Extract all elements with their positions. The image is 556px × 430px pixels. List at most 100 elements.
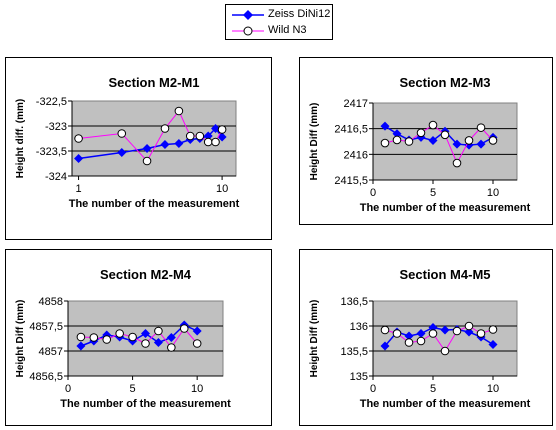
y-tick-label: 2415,5: [334, 175, 368, 187]
chart-title: Section M2-M3: [399, 75, 490, 90]
data-point-wild: [160, 124, 170, 133]
data-point-wild: [416, 336, 426, 346]
data-point-zeiss: [211, 124, 221, 133]
y-tick-label: -324: [45, 171, 67, 183]
data-point-zeiss: [404, 331, 414, 341]
data-point-zeiss: [142, 144, 152, 153]
data-point-wild: [217, 125, 227, 134]
data-point-wild: [115, 329, 124, 338]
data-point-zeiss: [392, 129, 402, 139]
x-tick-label: 0: [65, 383, 71, 395]
data-point-zeiss: [488, 340, 498, 349]
chart-svg-2: Section M2-M3 2415,5 2416 2416,5 2417 0 5 10 The…: [309, 75, 531, 214]
data-point-wild: [179, 324, 189, 333]
data-point-wild: [141, 339, 150, 348]
data-point-zeiss: [160, 140, 170, 149]
data-point-zeiss: [380, 121, 390, 131]
data-point-wild: [89, 333, 99, 342]
y-tick-label: 2416,5: [334, 124, 368, 136]
y-tick-label: 2416: [344, 149, 368, 161]
chart-svg-1: Section M2-M1 -324 -323,5 -323 -322,5 1 10 The …: [15, 75, 240, 210]
data-point-zeiss: [192, 326, 202, 336]
x-tick-label: 5: [430, 383, 436, 395]
x-tick-label: 0: [370, 187, 376, 199]
data-point-wild: [185, 131, 195, 141]
data-point-wild: [117, 129, 127, 138]
x-tick-label: 0: [370, 383, 376, 395]
data-point-wild: [404, 338, 414, 347]
data-point-zeiss: [153, 338, 163, 347]
data-point-wild: [464, 321, 474, 331]
data-point-wild: [154, 326, 163, 336]
data-point-wild: [195, 131, 205, 141]
data-point-wild: [192, 339, 202, 348]
y-tick-label: -323: [45, 121, 67, 133]
series-line-wild: [80, 327, 198, 349]
chart-title: Section M2-M1: [108, 75, 199, 90]
y-tick-label: 4857: [39, 346, 63, 358]
data-point-wild: [128, 332, 137, 342]
y-tick-label: 136,5: [340, 296, 368, 308]
chart-svg-4: Section M4-M5 135 135,5 136 136,5 0 5 10 The num…: [309, 267, 531, 410]
x-tick-label: 10: [216, 183, 228, 195]
data-point-zeiss: [380, 341, 390, 351]
plot-area: [372, 300, 518, 377]
series-line-zeiss: [384, 125, 494, 146]
chart-panel-2: Section M2-M3 2415,5 2416 2416,5 2417 0 5 10 The…: [299, 57, 553, 225]
y-tick-label: -322,5: [36, 96, 67, 108]
data-point-wild: [452, 158, 462, 168]
data-point-wild: [440, 130, 450, 140]
chart-panel-3: Section M2-M4 4856,5 4857 4857,5 4858 0 5 10 The…: [5, 249, 272, 426]
data-point-wild: [203, 137, 213, 147]
y-tick-label: 135,5: [340, 346, 368, 358]
data-point-wild: [142, 156, 152, 166]
data-point-zeiss: [452, 139, 462, 149]
data-point-zeiss: [464, 327, 474, 337]
plot-area: [71, 100, 237, 177]
data-point-wild: [428, 120, 438, 130]
y-tick-label: 4856,5: [29, 371, 63, 383]
data-point-wild: [476, 329, 486, 338]
x-tick-label: 5: [130, 383, 136, 395]
data-point-zeiss: [476, 139, 486, 149]
x-axis-label: The number of the measurement: [360, 398, 531, 410]
x-axis-label: The number of the measurement: [60, 398, 231, 410]
y-axis-label: Height Diff (mm): [309, 300, 320, 378]
data-point-wild: [380, 325, 390, 335]
data-point-wild: [440, 346, 450, 356]
data-point-zeiss: [141, 329, 150, 338]
x-axis-label: The number of the measurement: [360, 202, 531, 214]
data-point-wild: [174, 106, 184, 116]
data-point-wild: [392, 329, 402, 338]
chart-title: Section M2-M4: [100, 267, 192, 282]
data-point-wild: [167, 343, 176, 352]
x-tick-label: 10: [191, 383, 203, 395]
y-axis-label: Height Diff (mm): [15, 300, 26, 378]
y-axis-label: Height Diff (mm): [309, 103, 320, 181]
data-point-zeiss: [203, 131, 213, 141]
legend-entry-wild: Wild N3: [230, 24, 330, 38]
chart-panel-1: Section M2-M1 -324 -323,5 -323 -322,5 1 10 The …: [5, 57, 272, 240]
data-point-zeiss: [166, 333, 176, 342]
legend-entry-zeiss: Zeiss DiNi12: [230, 8, 330, 22]
data-point-wild: [76, 332, 86, 342]
data-point-wild: [488, 325, 498, 334]
legend-label-zeiss: Zeiss DiNi12: [268, 8, 331, 20]
y-tick-label: 136: [350, 321, 368, 333]
data-point-zeiss: [416, 329, 426, 338]
legend-marker-zeiss: [232, 10, 264, 20]
data-point-zeiss: [440, 325, 450, 335]
data-point-zeiss: [74, 154, 84, 163]
x-tick-label: 10: [487, 187, 499, 199]
y-tick-label: -323,5: [36, 146, 67, 158]
x-tick-label: 1: [76, 183, 82, 195]
data-point-wild: [380, 138, 390, 148]
x-tick-label: 10: [487, 383, 499, 395]
legend: Zeiss DiNi12 Wild N3: [225, 4, 333, 40]
data-point-wild: [464, 136, 474, 145]
y-tick-label: 2417: [344, 98, 368, 110]
data-point-wild: [74, 134, 83, 143]
series-line-wild: [384, 124, 494, 165]
legend-marker-wild: [232, 26, 264, 36]
data-point-wild: [404, 137, 414, 146]
